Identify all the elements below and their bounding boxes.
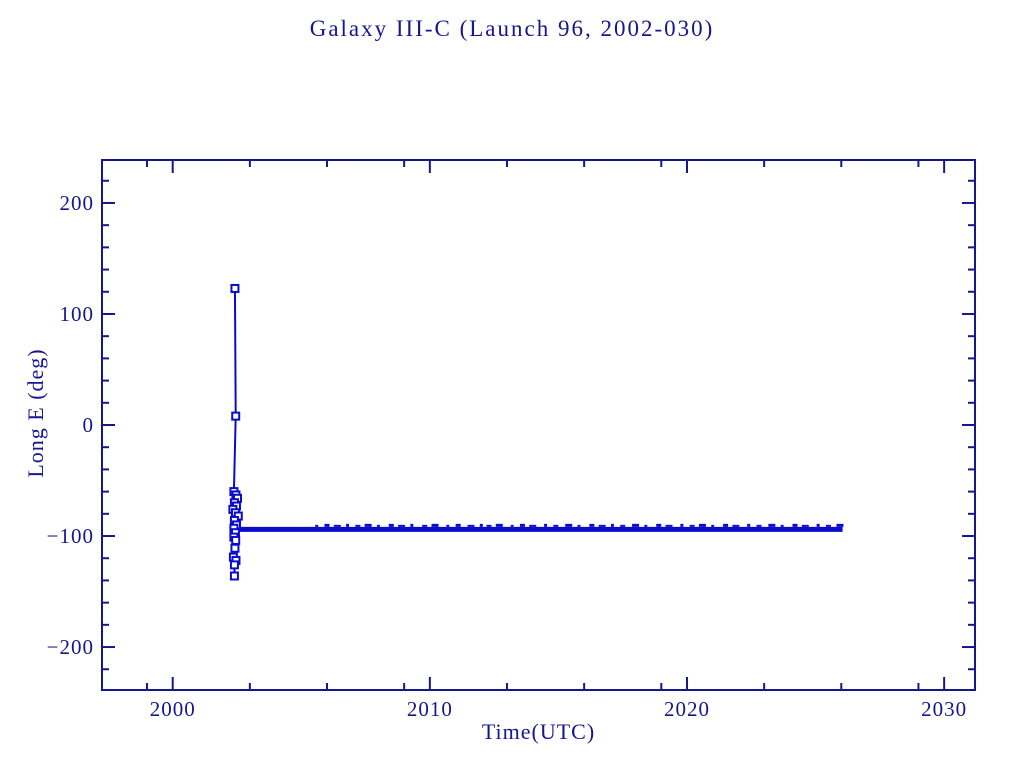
steady-bump [711,524,715,527]
steady-bump [825,524,831,527]
steady-bump [410,523,414,527]
steady-bump [723,523,729,527]
steady-bump [801,524,809,527]
data-marker [230,543,240,553]
steady-bump [388,523,394,527]
steady-bump [486,524,492,527]
steady-bump [479,523,483,527]
steady-bump [519,523,525,527]
steady-bump [529,524,537,527]
steady-bump [610,523,614,527]
x-axis-label: Time(UTC) [481,719,596,744]
y-axis-label: Long E (deg) [23,348,48,478]
steady-bump [620,524,626,527]
steady-bump [689,524,695,527]
steady-bump [598,524,606,527]
steady-bump [495,523,503,527]
x-tick-label: 2020 [664,697,710,721]
steady-bump [680,523,684,527]
steady-bump [836,523,844,527]
steady-bump [780,524,784,527]
steady-bump [422,524,428,527]
data-marker [229,560,239,570]
steady-bump [792,523,798,527]
steady-bump [446,524,450,527]
x-tick-label: 2010 [407,697,453,721]
steady-bump [589,523,595,527]
steady-bump [398,524,406,527]
steady-bump [364,523,372,527]
data-marker [229,571,239,581]
steady-bump [315,524,319,527]
chart-title: Galaxy III-C (Launch 96, 2002-030) [309,16,715,41]
steady-bump [455,523,461,527]
y-tick-label: −200 [47,635,94,659]
steady-bump [665,524,673,527]
steady-bump [431,523,439,527]
y-tick-label: 200 [60,191,95,215]
steady-bump [346,523,350,527]
steady-bump [565,523,573,527]
steady-bump [510,524,514,527]
x-tick-label: 2000 [150,697,196,721]
steady-bump [816,523,820,527]
steady-bump [768,523,776,527]
steady-bump [656,523,662,527]
plot-frame [101,159,976,691]
steady-bump [732,524,740,527]
data-marker [231,411,241,421]
steady-bump [376,524,380,527]
steady-bump [644,524,648,527]
data-marker [231,535,241,545]
y-tick-label: 0 [83,413,95,437]
y-tick-label: 100 [60,302,95,326]
steady-bump [324,523,330,527]
steady-bump [577,524,581,527]
steady-bump [333,524,341,527]
steady-bump [747,523,751,527]
steady-bump [756,524,762,527]
x-tick-label: 2030 [921,697,967,721]
y-tick-label: −100 [47,524,94,548]
steady-bump [553,524,559,527]
data-marker [230,283,240,293]
steady-bump [355,524,361,527]
steady-bump [544,523,548,527]
steady-bump [698,523,706,527]
steady-bump [632,523,640,527]
steady-bump [467,524,475,527]
